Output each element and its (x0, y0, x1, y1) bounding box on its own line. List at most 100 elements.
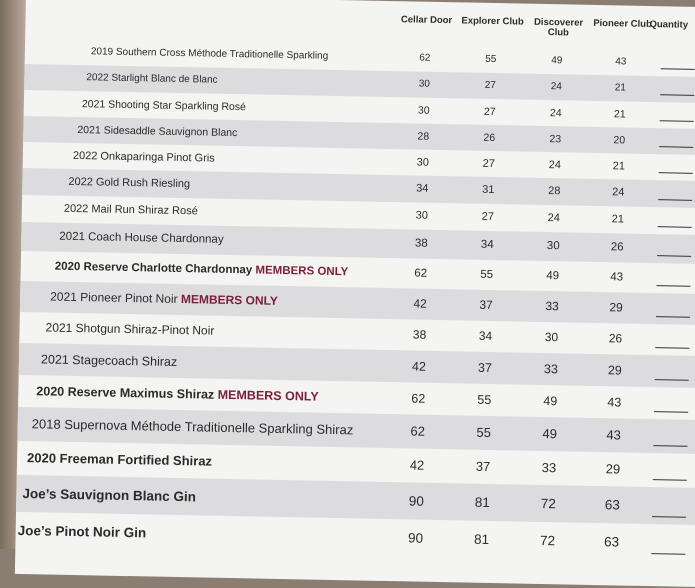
quantity-field[interactable] (654, 411, 689, 413)
price-explorer: 55 (476, 424, 492, 441)
wine-name-text: 2021 Shotgun Shiraz-Pinot Noir (45, 320, 215, 338)
wine-name: 2022 Starlight Blanc de Blanc (86, 65, 218, 94)
quantity-field[interactable] (655, 347, 690, 349)
quantity-field[interactable] (658, 172, 693, 174)
price-cellar: 30 (417, 104, 430, 117)
price-explorer: 37 (477, 360, 492, 376)
wine-name: 2021 Shooting Star Sparkling Rosé (82, 91, 247, 120)
price-explorer: 55 (480, 268, 494, 282)
price-explorer: 55 (477, 392, 492, 408)
price-discoverer: 24 (550, 81, 562, 93)
price-cellar: 42 (409, 457, 425, 473)
price-explorer: 34 (480, 238, 494, 252)
wine-name-text: Joe’s Pinot Noir Gin (17, 522, 147, 541)
price-pioneer: 63 (604, 497, 620, 513)
wine-name-text: 2018 Supernova Méthode Traditionelle Spa… (31, 416, 354, 438)
quantity-field[interactable] (658, 199, 693, 201)
wine-name-text: 2022 Mail Run Shiraz Rosé (63, 202, 198, 218)
price-explorer: 27 (482, 157, 496, 171)
price-cellar: 30 (415, 209, 429, 222)
price-pioneer: 24 (612, 186, 625, 199)
price-discoverer: 30 (546, 240, 560, 253)
wine-name-text: 2022 Gold Rush Riesling (68, 175, 191, 191)
price-cellar: 90 (407, 530, 424, 546)
price-discoverer: 28 (548, 185, 561, 198)
price-cellar: 62 (411, 391, 426, 406)
price-pioneer: 63 (603, 534, 620, 550)
price-pioneer: 26 (608, 331, 623, 346)
header-discoverer-club: Discoverer Club (533, 16, 584, 39)
quantity-field[interactable] (657, 226, 692, 228)
price-explorer: 55 (485, 53, 497, 66)
price-explorer: 26 (483, 131, 496, 145)
price-pioneer: 21 (611, 213, 625, 226)
price-explorer: 34 (478, 328, 493, 344)
quantity-field[interactable] (654, 379, 689, 381)
price-explorer: 27 (481, 210, 495, 224)
price-pioneer: 29 (607, 363, 622, 378)
price-discoverer: 49 (551, 55, 563, 67)
price-cellar: 90 (408, 493, 424, 509)
header-quantity: Quantity (649, 18, 689, 31)
wine-name: Joe’s Pinot Noir Gin (17, 512, 147, 551)
quantity-field[interactable] (659, 120, 694, 122)
price-discoverer: 33 (545, 299, 559, 314)
wine-name: 2022 Mail Run Shiraz Rosé (64, 196, 198, 226)
price-cellar: 42 (411, 359, 427, 374)
price-discoverer: 24 (549, 107, 562, 120)
wine-name-text: 2020 Reserve Charlotte Chardonnay (54, 260, 253, 277)
wine-name-text: 2021 Shooting Star Sparkling Rosé (81, 98, 247, 114)
price-discoverer: 23 (549, 133, 562, 146)
members-only-badge: MEMBERS ONLY (180, 292, 278, 308)
header-cellar-door: Cellar Door (400, 14, 453, 27)
price-pioneer: 21 (614, 82, 626, 94)
price-explorer: 37 (475, 458, 491, 474)
price-explorer: 81 (474, 494, 490, 510)
quantity-field[interactable] (655, 316, 690, 318)
price-discoverer: 30 (544, 330, 559, 345)
price-cellar: 62 (414, 267, 428, 280)
price-discoverer: 49 (542, 425, 558, 442)
wine-name: 2020 Freeman Fortified Shiraz (27, 441, 213, 479)
quantity-field[interactable] (657, 255, 692, 257)
wine-name-text: 2022 Starlight Blanc de Blanc (86, 72, 218, 86)
price-explorer: 27 (484, 79, 496, 92)
quantity-field[interactable] (653, 445, 688, 447)
price-cellar: 42 (413, 296, 427, 311)
wine-name-text: 2021 Coach House Chardonnay (59, 230, 224, 246)
wine-name-text: 2022 Onkaparinga Pinot Gris (72, 149, 215, 165)
price-explorer: 27 (483, 105, 496, 119)
quantity-field[interactable] (651, 553, 686, 555)
quantity-field[interactable] (660, 94, 695, 96)
price-cellar: 38 (412, 327, 427, 342)
price-discoverer: 24 (547, 212, 561, 225)
price-pioneer: 21 (612, 160, 626, 173)
quantity-field[interactable] (660, 68, 695, 70)
wine-name-text: 2021 Stagecoach Shiraz (40, 352, 178, 369)
price-discoverer: 49 (546, 270, 560, 283)
wine-name: 2021 Stagecoach Shiraz (41, 343, 178, 378)
quantity-field[interactable] (652, 516, 687, 518)
price-discoverer: 49 (543, 394, 558, 409)
quantity-field[interactable] (652, 479, 687, 481)
wine-name-text: 2020 Reserve Maximus Shiraz (36, 384, 215, 402)
wine-name: 2021 Shotgun Shiraz-Pinot Noir (45, 312, 214, 346)
price-pioneer: 43 (607, 395, 622, 410)
wine-name: 2021 Sidesaddle Sauvignon Blanc (77, 117, 237, 146)
quantity-field[interactable] (656, 285, 691, 287)
wine-name-text: Joe’s Sauvignon Blanc Gin (22, 486, 197, 505)
price-discoverer: 33 (543, 362, 558, 377)
price-pioneer: 43 (610, 271, 624, 284)
wine-name: 2021 Pioneer Pinot Noir MEMBERS ONLY (50, 282, 278, 317)
wine-name-text: 2019 Southern Cross Méthode Traditionell… (90, 46, 329, 62)
price-cellar: 30 (418, 78, 431, 90)
price-discoverer: 33 (541, 459, 557, 476)
price-discoverer: 24 (548, 159, 562, 172)
price-explorer: 31 (482, 183, 495, 197)
wine-name: Joe’s Sauvignon Blanc Gin (22, 475, 196, 515)
quantity-field[interactable] (659, 146, 694, 148)
members-only-badge: MEMBERS ONLY (255, 264, 349, 279)
price-cellar: 30 (416, 156, 430, 169)
price-pioneer: 26 (610, 241, 624, 254)
header-explorer-club: Explorer Club (461, 15, 524, 28)
